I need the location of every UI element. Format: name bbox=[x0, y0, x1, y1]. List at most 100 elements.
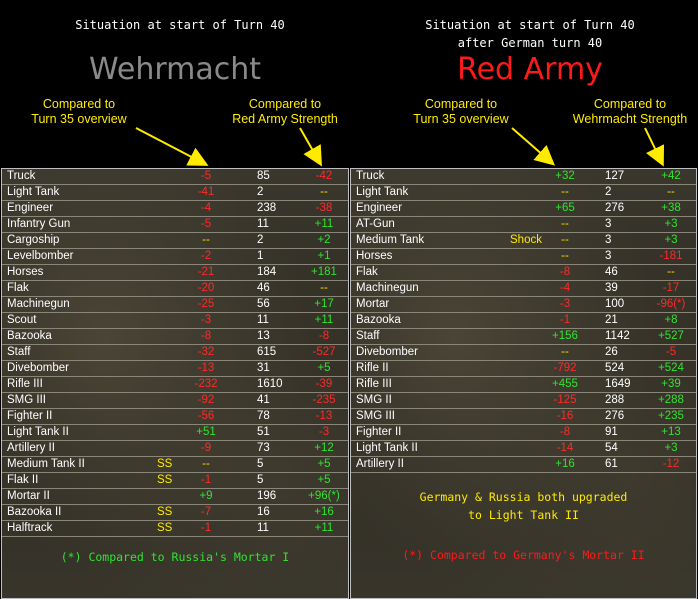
delta-vs-enemy: -181 bbox=[659, 250, 683, 262]
table-row: Medium Tank Shock -- 3 +3 bbox=[351, 233, 696, 249]
unit-name: Levelbomber bbox=[7, 250, 74, 262]
delta-turn35: -5 bbox=[200, 218, 212, 230]
unit-count: 5 bbox=[257, 458, 264, 470]
table-row: Medium Tank II SS -- 5 +5 bbox=[2, 457, 348, 473]
table-row: Cargoship -- 2 +2 bbox=[2, 233, 348, 249]
unit-count: 51 bbox=[257, 426, 270, 438]
unit-count: 615 bbox=[257, 346, 277, 358]
unit-count: 238 bbox=[257, 202, 277, 214]
delta-vs-enemy: +524 bbox=[658, 362, 684, 374]
left-annotation-strength: Compared to Red Army Strength bbox=[232, 97, 338, 126]
unit-name: SMG III bbox=[7, 394, 46, 406]
delta-vs-enemy: +5 bbox=[317, 362, 331, 374]
delta-vs-enemy: +11 bbox=[314, 218, 334, 230]
unit-count: 5 bbox=[257, 474, 264, 486]
delta-turn35: -8 bbox=[559, 426, 571, 438]
delta-turn35: -3 bbox=[559, 298, 571, 310]
unit-count: 39 bbox=[605, 282, 618, 294]
unit-count: 524 bbox=[605, 362, 625, 374]
table-row: Rifle III +455 1649 +39 bbox=[351, 377, 696, 393]
unit-count: 85 bbox=[257, 170, 270, 182]
delta-vs-enemy: +39 bbox=[661, 378, 681, 390]
table-row: Bazooka II SS -7 16 +16 bbox=[2, 505, 348, 521]
unit-count: 196 bbox=[257, 490, 277, 502]
table-row: Mortar -3 100 -96(*) bbox=[351, 297, 696, 313]
table-row: Flak -8 46 -- bbox=[351, 265, 696, 281]
unit-count: 16 bbox=[257, 506, 270, 518]
unit-count: 288 bbox=[605, 394, 625, 406]
delta-vs-enemy: +16 bbox=[314, 506, 334, 518]
delta-turn35: -2 bbox=[200, 250, 212, 262]
unit-count: 31 bbox=[257, 362, 270, 374]
delta-turn35: -1 bbox=[200, 522, 212, 534]
table-row: Light Tank II +51 51 -3 bbox=[2, 425, 348, 441]
unit-name: Rifle III bbox=[7, 378, 43, 390]
delta-turn35: -25 bbox=[197, 298, 215, 310]
unit-name: Fighter II bbox=[356, 426, 402, 438]
unit-tag: SS bbox=[157, 474, 173, 486]
table-row: Levelbomber -2 1 +1 bbox=[2, 249, 348, 265]
delta-vs-enemy: -39 bbox=[315, 378, 333, 390]
table-row: SMG III -16 276 +235 bbox=[351, 409, 696, 425]
delta-vs-enemy: +17 bbox=[314, 298, 334, 310]
unit-name: Engineer bbox=[356, 202, 403, 214]
table-row: Divebomber -13 31 +5 bbox=[2, 361, 348, 377]
unit-count: 184 bbox=[257, 266, 277, 278]
unit-name: Bazooka bbox=[7, 330, 52, 342]
delta-turn35: -21 bbox=[197, 266, 215, 278]
delta-vs-enemy: +1 bbox=[317, 250, 331, 262]
unit-name: Light Tank bbox=[7, 186, 60, 198]
delta-turn35: +156 bbox=[552, 330, 578, 342]
left-annotation-turn35: Compared to Turn 35 overview bbox=[31, 97, 127, 126]
delta-vs-enemy: +235 bbox=[658, 410, 684, 422]
unit-name: Artillery II bbox=[356, 458, 404, 470]
delta-turn35: -1 bbox=[559, 314, 571, 326]
table-row: Engineer -4 238 -38 bbox=[2, 201, 348, 217]
unit-count: 56 bbox=[257, 298, 270, 310]
table-row: Staff +156 1142 +527 bbox=[351, 329, 696, 345]
delta-turn35: -8 bbox=[200, 330, 212, 342]
delta-vs-enemy: +11 bbox=[314, 522, 334, 534]
delta-turn35: -9 bbox=[200, 442, 212, 454]
unit-count: 2 bbox=[605, 186, 612, 198]
table-row: Flak -20 46 -- bbox=[2, 281, 348, 297]
unit-count: 1649 bbox=[605, 378, 631, 390]
table-row: Rifle II -792 524 +524 bbox=[351, 361, 696, 377]
delta-vs-enemy: +38 bbox=[661, 202, 681, 214]
delta-turn35: -232 bbox=[194, 378, 218, 390]
unit-name: Halftrack bbox=[7, 522, 53, 534]
wehrmacht-unit-table: Truck -5 85 -42 Light Tank -41 2 -- Engineer -4 23… bbox=[2, 169, 348, 537]
table-row: Divebomber -- 26 -5 bbox=[351, 345, 696, 361]
table-row: Truck -5 85 -42 bbox=[2, 169, 348, 185]
unit-name: Light Tank bbox=[356, 186, 409, 198]
unit-count: 2 bbox=[257, 186, 264, 198]
right-footnote: (*) Compared to Germany's Mortar II bbox=[402, 548, 645, 562]
unit-name: Flak bbox=[7, 282, 29, 294]
unit-count: 1610 bbox=[257, 378, 283, 390]
unit-name: Horses bbox=[7, 266, 44, 278]
delta-turn35: -13 bbox=[197, 362, 215, 374]
unit-count: 1 bbox=[257, 250, 264, 262]
unit-count: 46 bbox=[605, 266, 618, 278]
table-row: SMG II -125 288 +288 bbox=[351, 393, 696, 409]
unit-count: 61 bbox=[605, 458, 618, 470]
delta-turn35: -5 bbox=[200, 170, 212, 182]
unit-count: 41 bbox=[257, 394, 270, 406]
delta-vs-enemy: -- bbox=[320, 282, 328, 294]
unit-tag: SS bbox=[157, 458, 173, 470]
table-row: Machinegun -4 39 -17 bbox=[351, 281, 696, 297]
unit-tag: SS bbox=[157, 522, 173, 534]
unit-count: 46 bbox=[257, 282, 270, 294]
delta-turn35: -3 bbox=[200, 314, 212, 326]
delta-turn35: -92 bbox=[197, 394, 215, 406]
table-row: Rifle III -232 1610 -39 bbox=[2, 377, 348, 393]
right-annotation-strength: Compared to Wehrmacht Strength bbox=[572, 97, 688, 126]
table-row: Staff -32 615 -527 bbox=[2, 345, 348, 361]
table-row: Fighter II -56 78 -13 bbox=[2, 409, 348, 425]
delta-vs-enemy: -17 bbox=[662, 282, 680, 294]
delta-vs-enemy: +13 bbox=[661, 426, 681, 438]
table-row: Engineer +65 276 +38 bbox=[351, 201, 696, 217]
unit-name: Flak bbox=[356, 266, 378, 278]
table-row: Mortar II +9 196 +96(*) bbox=[2, 489, 348, 505]
unit-name: Medium Tank II bbox=[7, 458, 85, 470]
